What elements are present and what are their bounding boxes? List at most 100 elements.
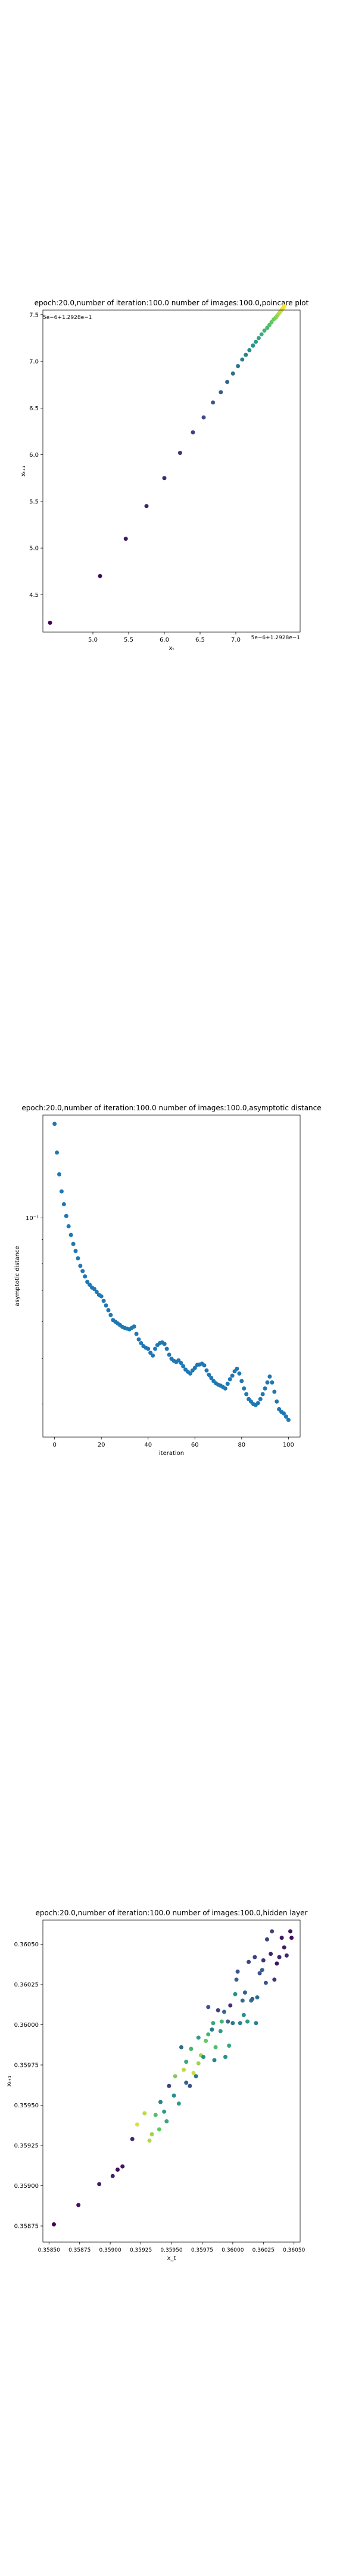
data-point [101, 1299, 106, 1304]
data-point [188, 2083, 192, 2088]
y-tick-label: 0.35950 [14, 2103, 39, 2109]
data-point [272, 1389, 277, 1394]
data-point [225, 380, 230, 385]
data-point [237, 1371, 242, 1376]
y-tick-label: 0.35900 [14, 2183, 39, 2190]
data-point [147, 2138, 152, 2143]
data-point [83, 1274, 88, 1279]
data-point [144, 504, 149, 509]
data-point [240, 1998, 245, 2003]
data-point [282, 1945, 286, 1950]
data-point [167, 1352, 172, 1357]
data-point [176, 2101, 181, 2106]
data-point [247, 348, 252, 352]
axis-ticks: 0.35850 0.35875 0.35900 0.35925 0.35950 0.359… [14, 1942, 305, 2253]
x-tick-label: 5.0 [88, 637, 98, 643]
data-point [139, 1340, 144, 1345]
y-axis-label: xₜ₊₁ [20, 466, 27, 476]
x-tick-label: 7.0 [231, 637, 241, 643]
data-point [66, 1224, 71, 1229]
data-point [164, 1346, 169, 1351]
data-point [226, 2019, 230, 2024]
y-offset-label: 5e−6+1.2928e−1 [43, 315, 92, 321]
data-point [242, 1386, 247, 1391]
data-point [255, 1995, 260, 2000]
x-tick-label: 6.0 [160, 637, 169, 643]
data-point [179, 2045, 183, 2049]
data-point [240, 357, 245, 362]
data-point [68, 1233, 73, 1237]
data-point [270, 1380, 275, 1385]
data-point [71, 1241, 76, 1246]
data-point [94, 1290, 99, 1295]
data-point [202, 1363, 207, 1368]
data-point [282, 1411, 286, 1416]
data-point [132, 1324, 136, 1329]
data-point [76, 1256, 80, 1261]
data-point [225, 1382, 230, 1386]
data-point [184, 2080, 189, 2085]
plot-frame [42, 1114, 301, 1438]
data-point [228, 2003, 233, 2008]
y-tick-label: 0.35925 [14, 2143, 39, 2150]
data-point [148, 1351, 153, 1355]
data-point [260, 1968, 264, 1973]
y-tick-label: 0.36050 [14, 1942, 39, 1948]
data-point [282, 304, 287, 309]
data-point [52, 1122, 57, 1126]
data-point [233, 1992, 238, 1996]
data-point [134, 1332, 139, 1336]
data-point [218, 2029, 223, 2033]
data-point [106, 1308, 111, 1312]
data-point [135, 2122, 139, 2127]
x-tick-label: 0 [52, 1442, 56, 1448]
data-point [242, 1990, 247, 1995]
data-point [85, 1280, 90, 1284]
data-point [279, 1936, 284, 1940]
x-axis-label: xₜ [169, 645, 174, 652]
y-tick-label: 0.36000 [14, 2022, 39, 2029]
plot-frame [42, 1919, 301, 2243]
data-point [167, 2083, 172, 2088]
axis-ticks: 5.0 5.5 6.0 6.5 7.0 4.5 5.0 5.5 6.0 6.5 7.0 7.5 [29, 312, 241, 643]
data-point [259, 332, 264, 337]
data-point [123, 536, 128, 541]
data-point [254, 339, 258, 344]
data-point [173, 2074, 177, 2079]
x-tick-label: 80 [238, 1442, 245, 1448]
data-point [272, 1977, 277, 1982]
data-point [254, 2021, 258, 2026]
data-point [289, 1936, 294, 1940]
poincare-figure: epoch:20.0,number of iteration:100.0 num… [0, 298, 343, 656]
y-tick-label: 6.0 [29, 452, 39, 459]
data-point [252, 1955, 257, 1959]
data-point [188, 1371, 192, 1376]
data-point [189, 2046, 194, 2051]
data-point [244, 1392, 249, 1397]
data-point [223, 2055, 228, 2059]
data-point [257, 1971, 262, 1976]
y-tick-label: 0.35875 [14, 2224, 39, 2230]
data-point [244, 352, 248, 357]
hidden-layer-figure: epoch:20.0,number of iteration:100.0 num… [0, 1908, 343, 2266]
data-point [196, 2035, 201, 2040]
data-point [235, 1969, 240, 1974]
x-axis-label: x_t [167, 2255, 176, 2262]
data-point [98, 574, 102, 578]
data-point [142, 2111, 147, 2116]
data-point [177, 450, 182, 455]
data-point [59, 1189, 64, 1194]
data-point [201, 2055, 205, 2059]
data-point [57, 1172, 61, 1176]
x-tick-label: 60 [191, 1442, 199, 1448]
data-point [64, 1213, 68, 1218]
x-tick-label: 40 [144, 1442, 152, 1448]
data-point [260, 1392, 265, 1397]
data-point [179, 1361, 183, 1366]
data-point [191, 2071, 196, 2075]
data-point [149, 2132, 154, 2137]
data-point [99, 1294, 104, 1299]
data-point [151, 1353, 155, 1358]
data-point [115, 2168, 120, 2172]
data-point [236, 364, 241, 369]
